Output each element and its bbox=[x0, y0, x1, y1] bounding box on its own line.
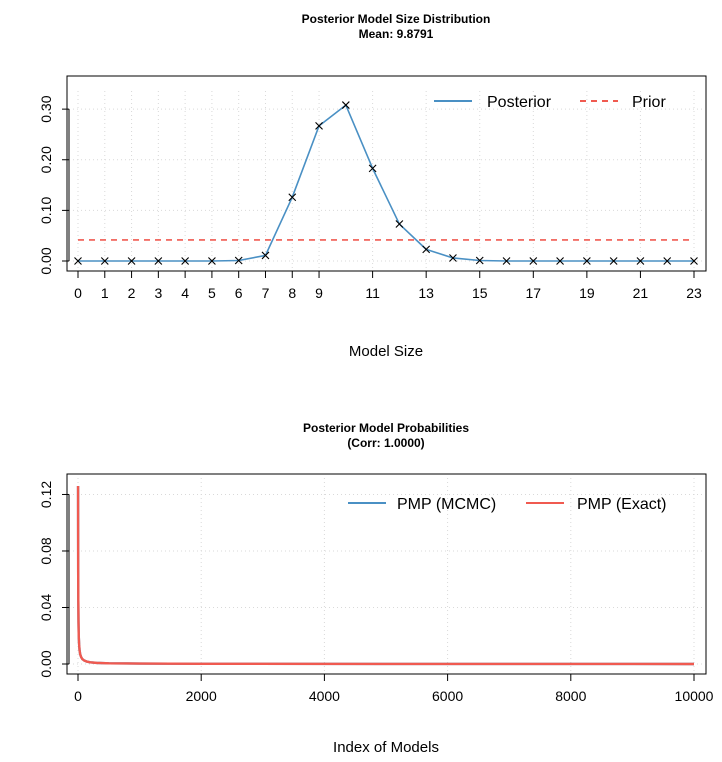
chart1-subtitle: Mean: 9.8791 bbox=[359, 27, 434, 41]
chart1-x-tick-label: 21 bbox=[633, 285, 649, 301]
chart1-x-tick-label: 8 bbox=[288, 285, 296, 301]
chart1-point bbox=[208, 257, 216, 265]
chart1-x-tick-label: 19 bbox=[579, 285, 595, 301]
chart2-legend-label-0: PMP (MCMC) bbox=[397, 496, 496, 513]
chart1-legend: Posterior Prior bbox=[434, 94, 666, 111]
chart1-grid bbox=[69, 91, 703, 271]
chart1-plot-box bbox=[66, 75, 707, 272]
chart1-legend-label-1: Prior bbox=[632, 94, 666, 111]
chart1-point bbox=[395, 220, 404, 228]
chart1-x-tick-label: 4 bbox=[181, 285, 189, 301]
chart2-x-tick-label: 0 bbox=[74, 688, 82, 704]
chart2-x-tick-label: 4000 bbox=[309, 688, 340, 704]
chart1-x-tick-label: 11 bbox=[365, 285, 380, 301]
chart2-legend-label-1: PMP (Exact) bbox=[577, 496, 667, 513]
chart1-title: Posterior Model Size Distribution bbox=[302, 12, 491, 26]
chart2-title: Posterior Model Probabilities bbox=[303, 421, 469, 435]
chart2-y-tick-label: 0.08 bbox=[38, 537, 54, 564]
chart1-point bbox=[636, 257, 645, 265]
chart1-point bbox=[341, 101, 350, 109]
chart1-point bbox=[582, 257, 591, 265]
chart-size-distribution: Posterior Model Size Distribution Mean: … bbox=[38, 12, 707, 360]
chart2-subtitle: (Corr: 1.0000) bbox=[347, 436, 424, 450]
chart-model-probabilities: Posterior Model Probabilities (Corr: 1.0… bbox=[38, 421, 714, 756]
chart1-point bbox=[502, 257, 511, 265]
chart1-x-tick-label: 17 bbox=[526, 285, 542, 301]
chart1-point bbox=[449, 254, 457, 262]
chart1-series-line-0 bbox=[78, 104, 694, 262]
chart1-y-tick-label: 0.20 bbox=[38, 146, 54, 173]
chart1-point bbox=[288, 193, 297, 202]
chart1-point bbox=[154, 257, 163, 265]
chart2-y-axis: 0.00 0.04 0.08 0.12 bbox=[38, 481, 70, 678]
chart1-x-tick-label: 15 bbox=[472, 285, 488, 301]
chart1-xlabel: Model Size bbox=[349, 343, 423, 360]
chart1-point bbox=[234, 256, 243, 265]
chart1-x-tick-label: 5 bbox=[208, 285, 216, 301]
chart2-x-tick-label: 10000 bbox=[675, 688, 714, 704]
chart1-point bbox=[368, 164, 377, 173]
chart1-point bbox=[556, 257, 564, 265]
chart1-x-tick-label: 2 bbox=[128, 285, 136, 301]
chart1-x-tick-label: 9 bbox=[315, 285, 323, 301]
chart1-point bbox=[609, 257, 618, 265]
chart1-legend-label-0: Posterior bbox=[487, 94, 552, 111]
chart2-x-tick-label: 6000 bbox=[432, 688, 463, 704]
chart2-y-tick-label: 0.00 bbox=[38, 650, 54, 677]
chart1-series bbox=[74, 101, 698, 265]
chart2-x-tick-label: 8000 bbox=[555, 688, 586, 704]
chart1-x-axis: 0 1 2 3 4 5 6 7 8 9 11 13 15 17 19 21 23 bbox=[74, 270, 702, 301]
chart1-point bbox=[422, 245, 431, 254]
chart1-point bbox=[690, 257, 698, 265]
chart1-point bbox=[315, 121, 323, 130]
chart1-point bbox=[100, 257, 109, 265]
chart1-x-tick-label: 7 bbox=[262, 285, 270, 301]
chart1-point bbox=[181, 257, 190, 265]
chart2-series-line-1 bbox=[76, 485, 695, 666]
chart1-point bbox=[663, 257, 672, 265]
chart1-x-tick-label: 3 bbox=[154, 285, 162, 301]
chart2-series bbox=[76, 485, 695, 666]
chart1-point bbox=[475, 256, 484, 265]
chart1-point bbox=[74, 257, 82, 265]
chart2-xlabel: Index of Models bbox=[333, 739, 439, 756]
chart1-y-tick-label: 0.10 bbox=[38, 197, 54, 224]
chart1-y-axis: 0.00 0.10 0.20 0.30 bbox=[38, 95, 70, 275]
chart1-point bbox=[127, 257, 136, 265]
chart1-y-tick-label: 0.30 bbox=[38, 95, 54, 122]
chart2-y-tick-label: 0.04 bbox=[38, 594, 54, 621]
chart1-x-tick-label: 1 bbox=[101, 285, 109, 301]
chart1-y-tick-label: 0.00 bbox=[38, 247, 54, 274]
chart1-x-tick-label: 0 bbox=[74, 285, 82, 301]
chart2-legend: PMP (MCMC) PMP (Exact) bbox=[348, 496, 667, 513]
chart1-point bbox=[529, 257, 538, 265]
chart1-x-tick-label: 13 bbox=[418, 285, 434, 301]
chart2-y-tick-label: 0.12 bbox=[38, 481, 54, 508]
chart2-x-tick-label: 2000 bbox=[186, 688, 217, 704]
chart1-point bbox=[261, 251, 270, 260]
chart2-x-axis: 0 2000 4000 6000 8000 10000 bbox=[74, 673, 714, 704]
chart1-x-tick-label: 6 bbox=[235, 285, 243, 301]
chart1-x-tick-label: 23 bbox=[686, 285, 702, 301]
